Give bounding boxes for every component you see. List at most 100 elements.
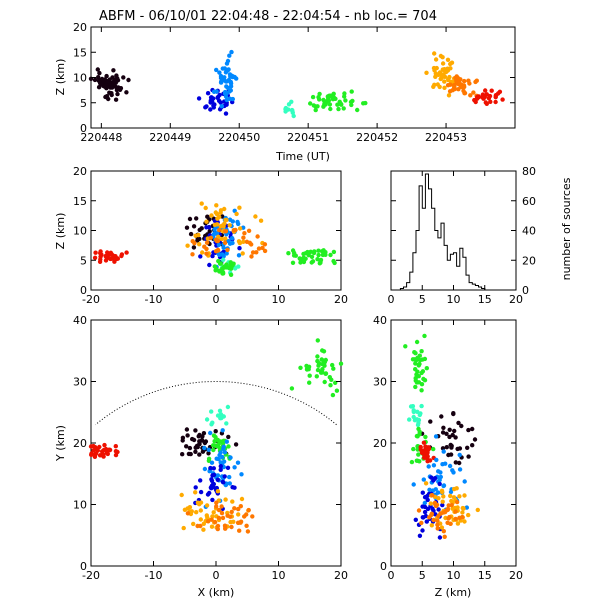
source-point: [444, 445, 449, 450]
source-point: [232, 506, 237, 511]
source-point: [99, 452, 104, 458]
x-tick-label: 10: [272, 569, 286, 582]
source-point: [424, 519, 429, 524]
source-point: [441, 425, 446, 430]
source-point: [241, 239, 246, 244]
source-point: [229, 524, 234, 530]
source-point: [210, 514, 215, 519]
source-point: [441, 529, 446, 534]
source-point: [433, 74, 438, 80]
source-point: [204, 219, 209, 224]
source-point: [424, 70, 429, 76]
source-point: [226, 77, 232, 83]
source-point: [451, 495, 457, 500]
x-tick-label: 5: [419, 569, 426, 582]
source-point: [227, 217, 233, 222]
source-point: [215, 413, 221, 418]
source-point: [255, 234, 260, 239]
source-point: [262, 248, 268, 254]
source-point: [216, 234, 221, 239]
source-point: [454, 499, 460, 505]
source-point: [223, 229, 228, 234]
source-point: [212, 264, 217, 269]
y-tick-label: 0: [80, 560, 87, 573]
source-point: [444, 431, 449, 436]
x-tick-label: -10: [145, 293, 163, 306]
source-point: [111, 82, 117, 87]
source-point: [216, 242, 221, 248]
source-point: [186, 451, 192, 457]
source-point: [449, 443, 454, 449]
series-cluster: [416, 493, 465, 539]
source-point: [419, 388, 424, 393]
source-point: [355, 107, 360, 113]
y-tick-label: 40: [73, 314, 87, 327]
source-point: [439, 414, 444, 419]
source-point: [425, 506, 431, 512]
source-point: [435, 526, 440, 531]
source-point: [187, 216, 193, 222]
source-point: [422, 500, 427, 506]
source-point: [420, 369, 426, 374]
source-point: [332, 260, 337, 266]
source-point: [249, 254, 254, 259]
source-point: [119, 253, 124, 259]
source-point: [235, 219, 240, 225]
source-point: [411, 482, 416, 487]
source-point: [223, 526, 228, 531]
source-point: [217, 268, 223, 273]
source-point: [411, 414, 416, 420]
source-point: [113, 97, 119, 102]
source-point: [414, 417, 420, 422]
series-cluster: [211, 49, 239, 109]
source-point: [449, 498, 454, 504]
source-point: [329, 377, 334, 382]
source-point: [445, 57, 451, 62]
source-point: [427, 515, 432, 520]
source-point: [219, 504, 224, 509]
source-point: [211, 103, 216, 108]
source-point: [415, 422, 421, 428]
x-tick-label: 10: [447, 293, 461, 306]
source-point: [111, 68, 116, 73]
source-point: [466, 427, 471, 433]
source-point: [290, 248, 296, 253]
source-point: [311, 103, 316, 108]
source-point: [315, 338, 320, 343]
x-tick-label: 220451: [287, 131, 329, 144]
source-point: [227, 481, 232, 486]
source-point: [421, 440, 427, 445]
source-point: [319, 357, 324, 362]
source-point: [423, 444, 428, 449]
series-cluster: [88, 442, 120, 459]
source-point: [322, 363, 327, 368]
series-cluster: [88, 67, 131, 102]
source-point: [440, 446, 446, 451]
source-point: [435, 82, 440, 87]
y-tick-label: 0: [522, 284, 529, 297]
source-point: [253, 214, 258, 219]
source-point: [222, 450, 228, 455]
y-tick-label: 15: [73, 195, 87, 208]
source-point: [315, 367, 321, 373]
source-point: [184, 427, 190, 432]
source-point: [323, 102, 328, 107]
source-point: [436, 496, 441, 501]
source-point: [348, 99, 354, 105]
z-axis-label-top: Z (km): [54, 59, 67, 96]
source-point: [103, 254, 109, 259]
source-point: [435, 518, 440, 523]
source-point: [432, 82, 437, 88]
source-point: [223, 264, 228, 269]
source-point: [447, 463, 453, 469]
source-point: [419, 520, 424, 526]
source-point: [313, 107, 318, 113]
x-tick-label: 10: [272, 293, 286, 306]
source-point: [413, 361, 418, 366]
source-point: [331, 366, 336, 371]
source-point: [462, 84, 467, 90]
source-point: [236, 512, 241, 517]
source-point: [425, 450, 430, 455]
source-point: [316, 252, 321, 258]
source-point: [95, 67, 101, 72]
